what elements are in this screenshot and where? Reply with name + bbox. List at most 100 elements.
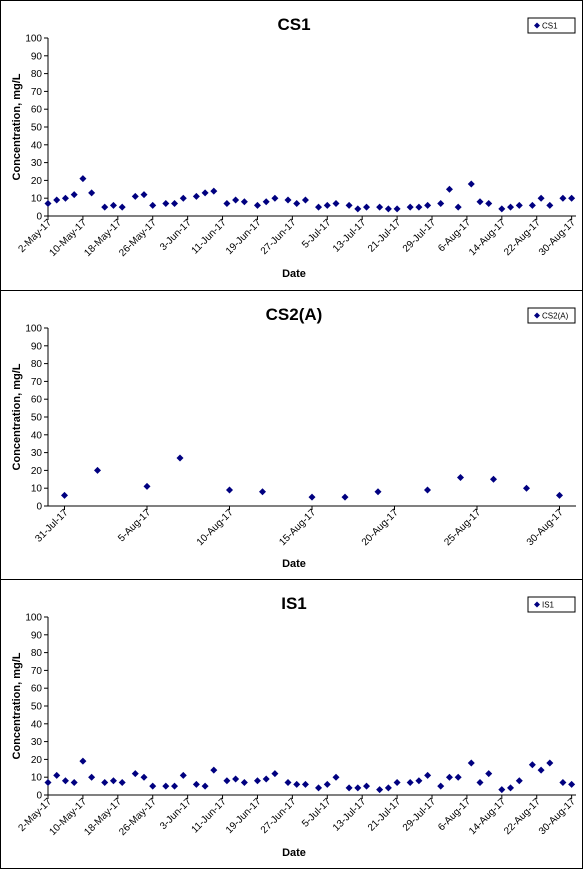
y-axis-label: Concentration, mg/L — [11, 652, 23, 759]
y-tick-label: 10 — [31, 484, 43, 495]
data-point — [393, 205, 401, 213]
chart-panel-cs2a: CS2(A) CS2(A) 0 10 20 30 40 50 60 70 80 90 100 31-Jul… — [0, 290, 583, 580]
data-point — [149, 201, 157, 209]
y-tick-label: 100 — [25, 34, 42, 45]
data-point — [332, 200, 340, 208]
y-tick-label: 40 — [31, 719, 43, 730]
data-point — [406, 203, 414, 211]
data-point — [88, 189, 96, 197]
data-point — [284, 196, 292, 204]
data-point — [293, 780, 301, 788]
data-point — [345, 201, 353, 209]
x-tick-label: 3-Jun-17 — [158, 796, 194, 832]
data-point — [94, 466, 101, 474]
x-tick-label: 5-Jul-17 — [300, 217, 334, 251]
y-tick-label: 100 — [25, 324, 42, 335]
chart-panel-cs1: CS1 CS1 0 10 20 30 40 50 60 70 80 90 100 2-May-17 10-M… — [0, 0, 583, 291]
x-tick-label: 13-Jul-17 — [331, 217, 369, 255]
data-point — [485, 770, 493, 778]
data-point — [301, 780, 309, 788]
data-point — [376, 203, 384, 211]
data-point — [131, 770, 139, 778]
data-point — [308, 493, 316, 501]
data-point — [454, 203, 462, 211]
y-tick-label: 30 — [31, 158, 43, 169]
data-point — [253, 777, 261, 785]
chart-svg-cs1: CS1 CS101020304050607080901002-May-1710-M… — [11, 15, 578, 280]
data-point — [61, 777, 69, 785]
data-point — [393, 779, 401, 787]
data-point — [210, 766, 218, 774]
data-point — [354, 784, 362, 792]
chart-title: CS1 — [277, 15, 310, 34]
data-point — [223, 777, 231, 785]
legend-box — [527, 307, 576, 324]
data-point — [61, 194, 69, 202]
x-tick-label: 30-Aug-17 — [537, 796, 578, 837]
data-point — [271, 194, 279, 202]
data-point — [79, 757, 87, 765]
data-point — [262, 198, 270, 206]
data-point — [424, 486, 431, 494]
data-point — [424, 201, 432, 209]
y-axis-label: Concentration, mg/L — [11, 363, 23, 470]
data-point — [332, 773, 340, 781]
data-point — [192, 780, 200, 788]
y-tick-label: 20 — [31, 466, 43, 477]
legend-marker — [534, 22, 540, 29]
data-point — [384, 784, 392, 792]
x-tick-label: 29-Jul-17 — [401, 796, 439, 834]
data-point — [467, 180, 475, 188]
legend-marker — [534, 312, 540, 319]
data-point — [546, 759, 554, 767]
data-point — [301, 196, 309, 204]
x-tick-label: 3-Jun-17 — [158, 217, 194, 253]
x-tick-label: 26-May-17 — [117, 796, 159, 838]
y-tick-label: 100 — [25, 613, 42, 624]
data-point — [515, 201, 523, 209]
y-tick-label: 40 — [31, 140, 43, 151]
data-point — [437, 200, 445, 208]
data-point — [363, 782, 371, 790]
data-point — [406, 779, 414, 787]
data-point — [232, 196, 240, 204]
data-point — [528, 761, 536, 769]
x-axis-label: Date — [282, 847, 306, 859]
data-point — [171, 200, 179, 208]
y-tick-label: 90 — [31, 51, 43, 62]
data-point — [293, 200, 301, 208]
x-tick-label: 19-Jun-17 — [224, 217, 264, 257]
y-tick-label: 10 — [31, 194, 43, 205]
y-tick-label: 50 — [31, 413, 43, 424]
data-point — [507, 784, 515, 792]
data-point — [131, 192, 139, 200]
x-tick-label: 13-Jul-17 — [331, 796, 369, 834]
data-point — [323, 780, 331, 788]
y-tick-label: 70 — [31, 87, 43, 98]
data-point — [162, 200, 170, 208]
data-point — [498, 786, 506, 794]
x-tick-label: 15-Aug-17 — [277, 507, 318, 548]
chart-title: CS2(A) — [266, 305, 323, 324]
data-point — [556, 491, 563, 499]
data-point — [88, 773, 96, 781]
y-tick-label: 50 — [31, 702, 43, 713]
y-tick-label: 90 — [31, 341, 43, 352]
x-tick-label: 14-Aug-17 — [467, 796, 508, 837]
x-tick-label: 22-Aug-17 — [502, 796, 543, 837]
y-tick-label: 20 — [31, 176, 43, 187]
data-point — [118, 203, 126, 211]
data-point — [476, 779, 484, 787]
y-axis-label: Concentration, mg/L — [11, 73, 23, 180]
legend-box — [527, 17, 576, 34]
y-tick-label: 60 — [31, 395, 43, 406]
x-tick-label: 5-Aug-17 — [116, 507, 153, 544]
chart-title: IS1 — [281, 594, 307, 613]
x-tick-label: 5-Jul-17 — [300, 796, 334, 830]
x-tick-label: 21-Jul-17 — [366, 796, 404, 834]
data-point — [490, 475, 497, 483]
data-point — [101, 779, 109, 787]
data-point — [70, 191, 78, 199]
y-tick-label: 60 — [31, 684, 43, 695]
x-tick-label: 25-Aug-17 — [442, 507, 483, 548]
